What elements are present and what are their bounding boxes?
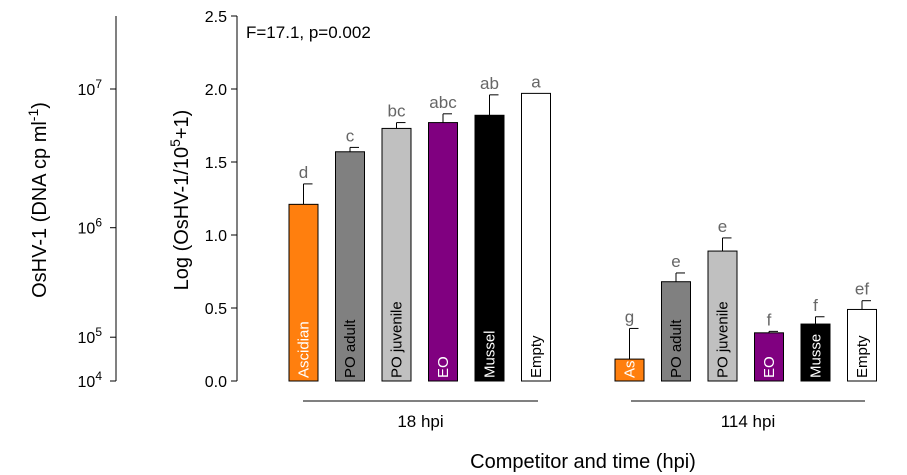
bar-label: Mussel — [482, 330, 499, 378]
stats-annotation: F=17.1, p=0.002 — [246, 23, 371, 42]
bars: Ascidian d PO adult c PO juvenile bc EO abc Muss… — [288, 72, 877, 382]
bar-label: As — [622, 360, 639, 378]
significance-letter: f — [813, 296, 818, 315]
bar-label: PO juvenile — [715, 301, 732, 378]
group-label: 114 hpi — [721, 412, 776, 431]
y-tick-label: 0.5 — [205, 301, 227, 318]
significance-letter: a — [531, 72, 541, 91]
bar — [800, 323, 831, 382]
group-label: 18 hpi — [397, 412, 443, 431]
secondary-tick-label: 104 — [78, 369, 103, 391]
bar — [288, 203, 319, 382]
y-tick-label: 2.5 — [205, 9, 227, 26]
bar-label: PO juvenile — [389, 301, 406, 378]
main-y-axis-title: Log (OsHV-1/105+1) — [167, 110, 193, 291]
bar — [614, 358, 645, 382]
significance-letter: g — [625, 307, 634, 326]
bar — [847, 308, 877, 382]
secondary-axis: 104 105 106 107 — [78, 16, 117, 391]
bar — [754, 332, 784, 382]
y-tick-label: 0.0 — [205, 374, 227, 391]
main-y-axis: 0.0 0.5 1.0 1.5 2.0 2.5 — [205, 9, 238, 391]
bar — [474, 114, 505, 382]
bar — [428, 122, 458, 382]
bar-label: EO — [761, 356, 778, 378]
bar-label: PO adult — [342, 319, 359, 378]
bar — [521, 92, 551, 382]
y-tick-label: 2.0 — [205, 82, 227, 99]
bar — [707, 250, 738, 382]
bar-label: EO — [435, 356, 452, 378]
significance-letter: abc — [429, 93, 457, 112]
secondary-y-axis-title: OsHV-1 (DNA cp ml-1) — [25, 102, 51, 298]
secondary-tick-label: 105 — [78, 325, 103, 347]
secondary-tick-label: 107 — [78, 77, 103, 99]
significance-letter: e — [671, 252, 680, 271]
group-labels: 18 hpi 114 hpi — [303, 400, 865, 431]
y-tick-label: 1.0 — [205, 228, 227, 245]
y-tick-label: 1.5 — [205, 155, 227, 172]
significance-letter: ab — [480, 74, 499, 93]
bar-label: Empty — [528, 335, 545, 378]
significance-letter: e — [718, 217, 727, 236]
significance-letter: d — [299, 163, 308, 182]
significance-letter: ef — [855, 280, 869, 299]
significance-letter: bc — [388, 102, 406, 121]
bar — [335, 151, 365, 382]
bar — [381, 127, 412, 382]
bar-label: Musse — [808, 334, 825, 378]
significance-letter: f — [767, 310, 772, 329]
bar-label: PO adult — [668, 319, 685, 378]
x-axis-title: Competitor and time (hpi) — [470, 451, 696, 473]
bar — [661, 281, 691, 382]
bar-label: Ascidian — [296, 321, 313, 378]
significance-letter: c — [346, 126, 355, 145]
bar-label: Empty — [854, 335, 871, 378]
secondary-tick-label: 106 — [78, 216, 103, 238]
